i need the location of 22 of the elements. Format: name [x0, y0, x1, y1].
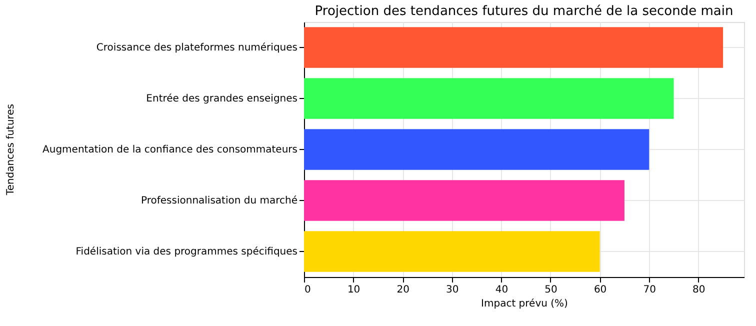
y-axis-title: Tendances futures [6, 104, 17, 196]
bar [304, 180, 624, 221]
bar [304, 27, 724, 68]
x-tick-label: 30 [446, 284, 459, 296]
x-tick-label: 0 [304, 284, 311, 296]
x-tick-label: 50 [544, 284, 558, 296]
chart-title: Projection des tendances futures du marché de la seconde main [314, 4, 734, 19]
x-tick-label: 40 [495, 284, 508, 296]
x-tick-label: 60 [594, 284, 607, 296]
x-tick-label: 10 [347, 284, 360, 296]
y-tick-label: Croissance des plateformes numériques [96, 42, 298, 54]
bar [304, 231, 600, 272]
x-axis-title: Impact prévu (%) [481, 298, 568, 310]
x-tick-label: 80 [692, 284, 706, 296]
y-tick-label: Augmentation de la confiance des consommateurs [42, 144, 298, 156]
x-tick-label: 70 [643, 284, 656, 296]
x-tick-label: 20 [396, 284, 410, 296]
y-tick-label: Entrée des grandes enseignes [146, 94, 298, 104]
y-tick-label: Fidélisation via des programmes spécifiques [76, 246, 298, 258]
y-tick-label: Professionnalisation du marché [141, 196, 298, 206]
bar [304, 129, 650, 170]
bar [304, 78, 674, 119]
